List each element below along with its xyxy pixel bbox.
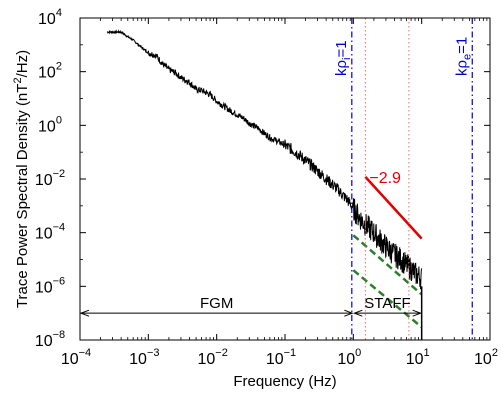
- axes-layer: 10−4 10−3 10−2 10−1 100 101 10210−810−610−410−…: [35, 7, 498, 368]
- instrument-ranges-layer: FGM STAFF: [81, 286, 423, 340]
- tick-exp: −4: [53, 222, 66, 234]
- x-tick-label: 10−2: [197, 347, 227, 368]
- label-tail: =1: [333, 40, 350, 57]
- tick-exp: 2: [492, 347, 498, 359]
- y-tick-label: 104: [38, 7, 62, 28]
- range-label-fgm: FGM: [200, 295, 233, 312]
- y-tick-label: 10−4: [35, 222, 65, 243]
- tick-base: 10: [129, 351, 147, 368]
- label-tail: =1: [453, 37, 470, 54]
- tick-exp: −2: [53, 168, 66, 180]
- tick-exp: −1: [284, 347, 297, 359]
- tick-base: 10: [266, 351, 284, 368]
- label-sub: e: [461, 54, 473, 60]
- tick-exp: 1: [424, 347, 430, 359]
- fit-line-noise-upper: [352, 234, 423, 296]
- y-tick-label: 102: [38, 61, 62, 82]
- x-tick-label: 100: [337, 347, 361, 368]
- psd-series-line: [106, 29, 423, 290]
- y-tick-label: 10−6: [35, 275, 65, 296]
- tick-base: 10: [38, 65, 56, 82]
- data-layer: [106, 29, 423, 290]
- y-tick-label: 10−2: [35, 168, 65, 189]
- label-base: kρ: [333, 60, 350, 76]
- tick-exp: −4: [79, 347, 92, 359]
- tick-exp: 0: [355, 347, 361, 359]
- fit-line-slope: [364, 176, 423, 240]
- tick-base: 10: [197, 351, 215, 368]
- tick-base: 10: [406, 351, 424, 368]
- tick-base: 10: [337, 351, 355, 368]
- x-tick-label: 10−3: [129, 347, 159, 368]
- range-label-staff: STAFF: [364, 295, 410, 312]
- x-tick-label: 10−1: [266, 347, 296, 368]
- x-tick-label: 10−4: [61, 347, 91, 368]
- tick-base: 10: [35, 279, 53, 296]
- x-axis-title: Frequency (Hz): [233, 373, 336, 390]
- tick-exp: 0: [56, 114, 62, 126]
- tick-exp: −8: [53, 329, 66, 341]
- fit-lines-layer: −2.9: [352, 170, 423, 329]
- tick-exp: −2: [215, 347, 228, 359]
- vline-label-i: kρi=1: [333, 40, 353, 76]
- fit-line-noise-lower: [352, 269, 423, 329]
- tick-base: 10: [38, 118, 56, 135]
- tick-exp: −3: [147, 347, 160, 359]
- tick-exp: −6: [53, 275, 66, 287]
- y-tick-label: 100: [38, 114, 62, 135]
- tick-base: 10: [61, 351, 79, 368]
- label-sub: i: [341, 58, 353, 60]
- tick-base: 10: [474, 351, 492, 368]
- tick-base: 10: [38, 11, 56, 28]
- x-tick-label: 101: [406, 347, 430, 368]
- tick-exp: 2: [56, 61, 62, 73]
- vline-label-e: kρe=1: [453, 37, 473, 76]
- y-axis-title: Trace Power Spectral Density (nT2/Hz): [12, 50, 31, 308]
- tick-base: 10: [35, 172, 53, 189]
- plot-area: [80, 18, 490, 340]
- label-base: kρ: [453, 60, 470, 76]
- tick-base: 10: [35, 226, 53, 243]
- y-tick-label: 10−8: [35, 329, 65, 350]
- x-tick-label: 102: [474, 347, 498, 368]
- tick-base: 10: [35, 333, 53, 350]
- tick-exp: 4: [56, 7, 62, 19]
- slope-label: −2.9: [369, 170, 401, 187]
